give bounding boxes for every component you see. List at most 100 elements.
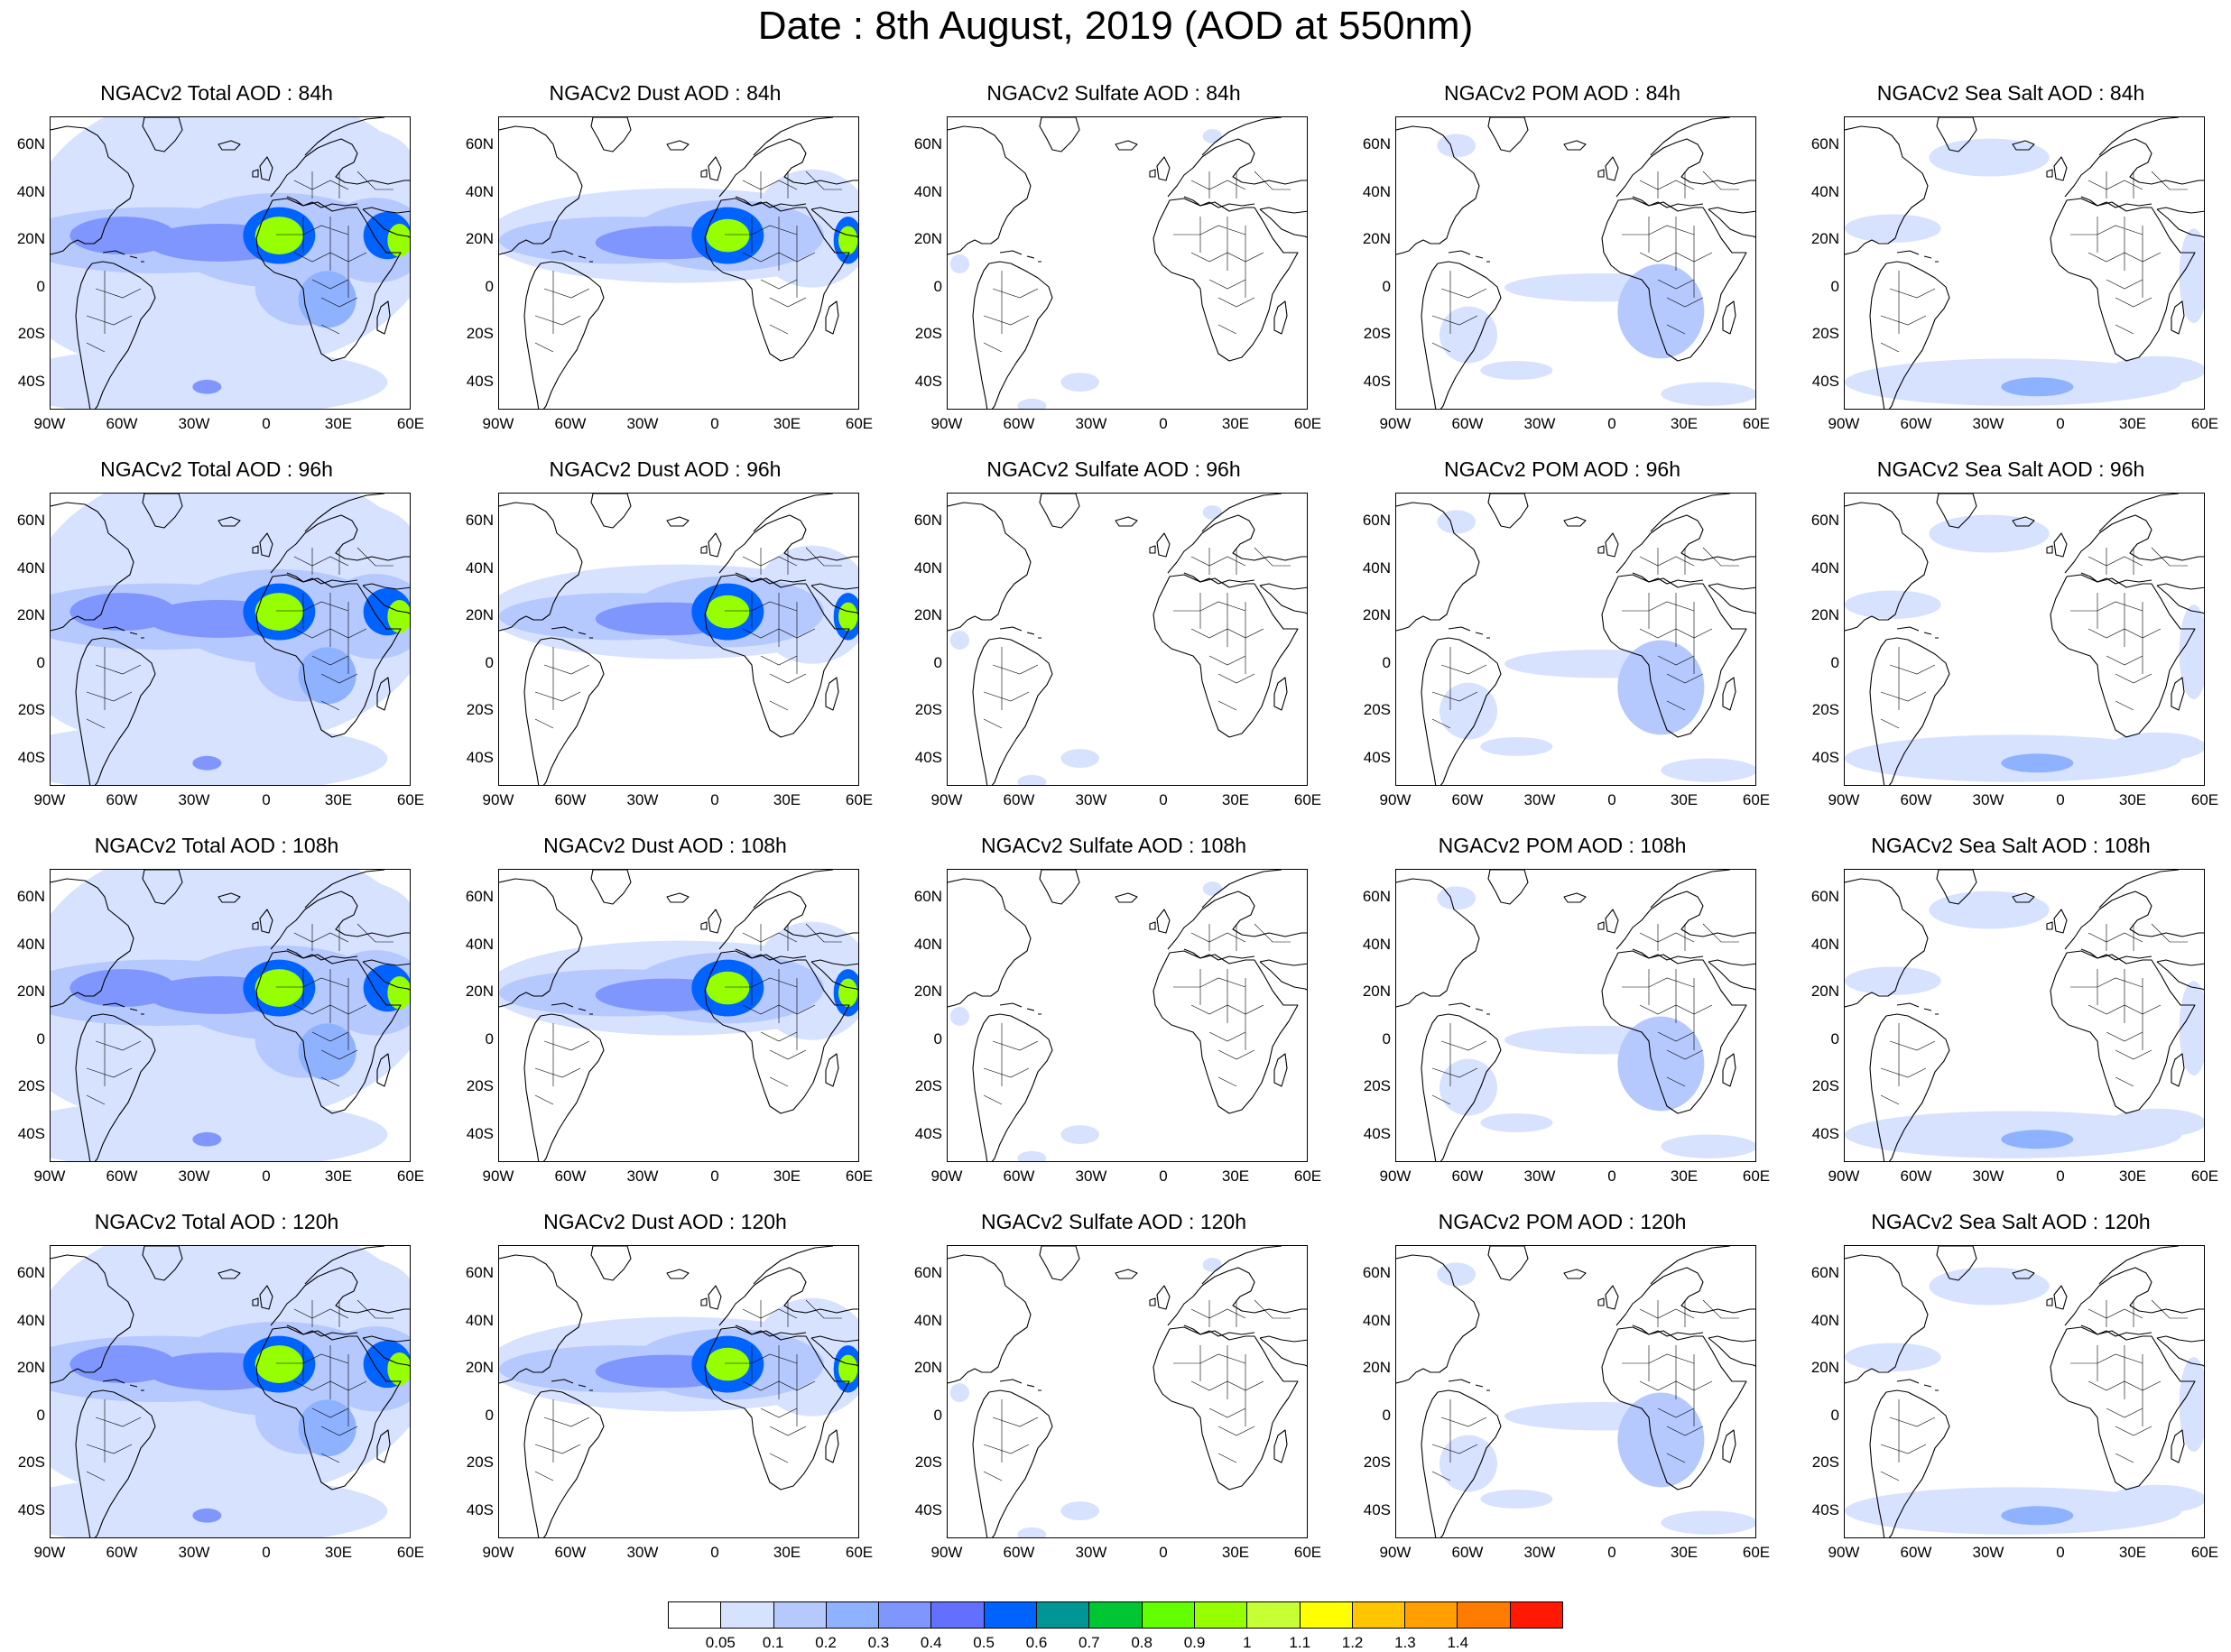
coastline-europe	[2064, 494, 2204, 585]
lat-tick-label: 40S	[1363, 1124, 1391, 1142]
coastline-iceland	[2012, 892, 2035, 903]
lon-tick-label: 60E	[2190, 415, 2219, 432]
lat-tick-label: 60N	[465, 512, 494, 530]
coastline-iceland	[2012, 1269, 2035, 1279]
map-panel-dust-96h: NGACv2 Dust AOD : 96h	[449, 457, 882, 809]
coastline-europe	[718, 494, 858, 585]
borders-europe	[1639, 923, 1739, 951]
lon-tick-label: 30W	[178, 415, 210, 432]
borders-south-america	[1431, 271, 1487, 353]
lon-tick-label: 60E	[396, 1544, 425, 1561]
lat-tick-label: 20N	[465, 230, 494, 248]
lon-tick-label: 60E	[2190, 791, 2219, 808]
aod-field-7	[706, 971, 750, 1005]
lon-tick-label: 30E	[2118, 1544, 2147, 1561]
coastline-madagascar	[1273, 300, 1288, 335]
lon-tick-label: 30W	[1523, 1167, 1556, 1185]
map-svg	[948, 117, 1307, 409]
aod-field-2	[51, 1099, 388, 1161]
borders-africa	[2070, 969, 2162, 1087]
lat-tick-label: 40S	[914, 1124, 942, 1142]
borders-europe	[2088, 547, 2188, 575]
borders-europe	[1639, 1299, 1739, 1327]
coastline-british-isles	[700, 156, 722, 181]
map-svg	[51, 494, 410, 785]
borders-africa	[725, 217, 816, 335]
borders-south-america	[1880, 1399, 1936, 1481]
coastline-madagascar	[825, 1053, 839, 1087]
coastline-british-isles	[700, 909, 722, 934]
borders-europe	[742, 1299, 842, 1327]
coastline-british-isles	[700, 1285, 722, 1310]
borders-europe	[742, 171, 842, 198]
coastline-africa	[1601, 1326, 1747, 1490]
lon-tick-label: 90W	[482, 415, 514, 432]
aod-field-1	[1845, 590, 1941, 619]
coastline-iceland	[1115, 516, 1138, 527]
aod-field-1	[1845, 214, 1941, 243]
lon-tick-label: 60E	[396, 1167, 425, 1185]
map-plot	[50, 493, 411, 786]
panel-title: NGACv2 Dust AOD : 96h	[549, 457, 782, 481]
lat-tick-label: 0	[933, 1406, 942, 1424]
aod-field-7	[706, 595, 750, 629]
borders-africa	[725, 969, 816, 1087]
lon-tick-label: 0	[1607, 1167, 1616, 1185]
coastline-british-isles	[1597, 1285, 1619, 1310]
lon-tick-label: 60W	[1003, 791, 1035, 808]
lon-tick-label: 30E	[773, 791, 801, 808]
coastline-greenland	[1936, 1246, 1977, 1281]
coastline-caribbean	[102, 250, 144, 263]
lon-tick-label: 90W	[1379, 1544, 1412, 1561]
map-svg	[51, 870, 410, 1161]
map-svg	[499, 1246, 858, 1537]
lat-tick-label: 60N	[16, 135, 45, 153]
lon-tick-label: 0	[1159, 415, 1168, 432]
lat-tick-label: 20N	[913, 983, 942, 1001]
coastline-south-america	[75, 637, 156, 785]
coastline-caribbean	[102, 1379, 144, 1391]
lon-tick-label: 30E	[1221, 791, 1250, 808]
aod-field-15	[192, 755, 222, 771]
coastline-madagascar	[825, 677, 839, 711]
coastline-south-america	[1869, 637, 1950, 785]
coastline-africa	[1601, 198, 1747, 362]
coastline-arabia	[810, 959, 858, 991]
coastline-caribbean	[102, 1002, 144, 1015]
coastline-africa	[255, 574, 402, 738]
aod-field-3	[1202, 881, 1222, 896]
coastline-north-america	[1396, 502, 1480, 632]
lat-tick-label: 40S	[914, 1500, 942, 1518]
map-plot	[50, 869, 411, 1162]
map-plot	[1844, 116, 2205, 410]
lon-tick-label: 0	[262, 1544, 271, 1561]
lon-tick-label: 30E	[324, 791, 353, 808]
map-panel-seasalt-120h: NGACv2 Sea Salt AOD : 120h	[1794, 1210, 2227, 1562]
coastline-europe	[1615, 494, 1755, 585]
lat-tick-label: 40S	[1363, 372, 1391, 390]
coastline-caribbean	[102, 626, 144, 639]
lat-tick-label: 40S	[17, 1124, 45, 1142]
aod-field-0	[949, 631, 969, 650]
coastline-africa	[704, 950, 850, 1114]
lon-tick-label: 60W	[1003, 415, 1035, 432]
lat-tick-label: 20S	[1811, 1454, 1839, 1472]
aod-field-8	[838, 978, 858, 1008]
coastline-south-america	[523, 261, 605, 409]
lon-tick-label: 0	[710, 1167, 719, 1185]
borders-south-america	[1431, 1023, 1487, 1105]
coastline-north-america	[1396, 1254, 1480, 1384]
coastline-caribbean	[1448, 1379, 1490, 1391]
colorbar-swatch	[1352, 1602, 1406, 1628]
map-svg	[1845, 870, 2204, 1161]
aod-field-3	[1202, 1258, 1222, 1272]
coastline-north-america	[1845, 502, 1929, 632]
coastline-british-isles	[252, 532, 273, 558]
lon-tick-label: 30W	[1075, 791, 1107, 808]
lat-tick-label: 20S	[466, 701, 494, 719]
coastline-south-america	[1421, 1013, 1502, 1161]
lon-tick-label: 60E	[1293, 1544, 1322, 1561]
lat-tick-label: 60N	[913, 135, 942, 153]
coastline-caribbean	[999, 250, 1041, 263]
lat-tick-label: 40N	[1362, 558, 1391, 577]
